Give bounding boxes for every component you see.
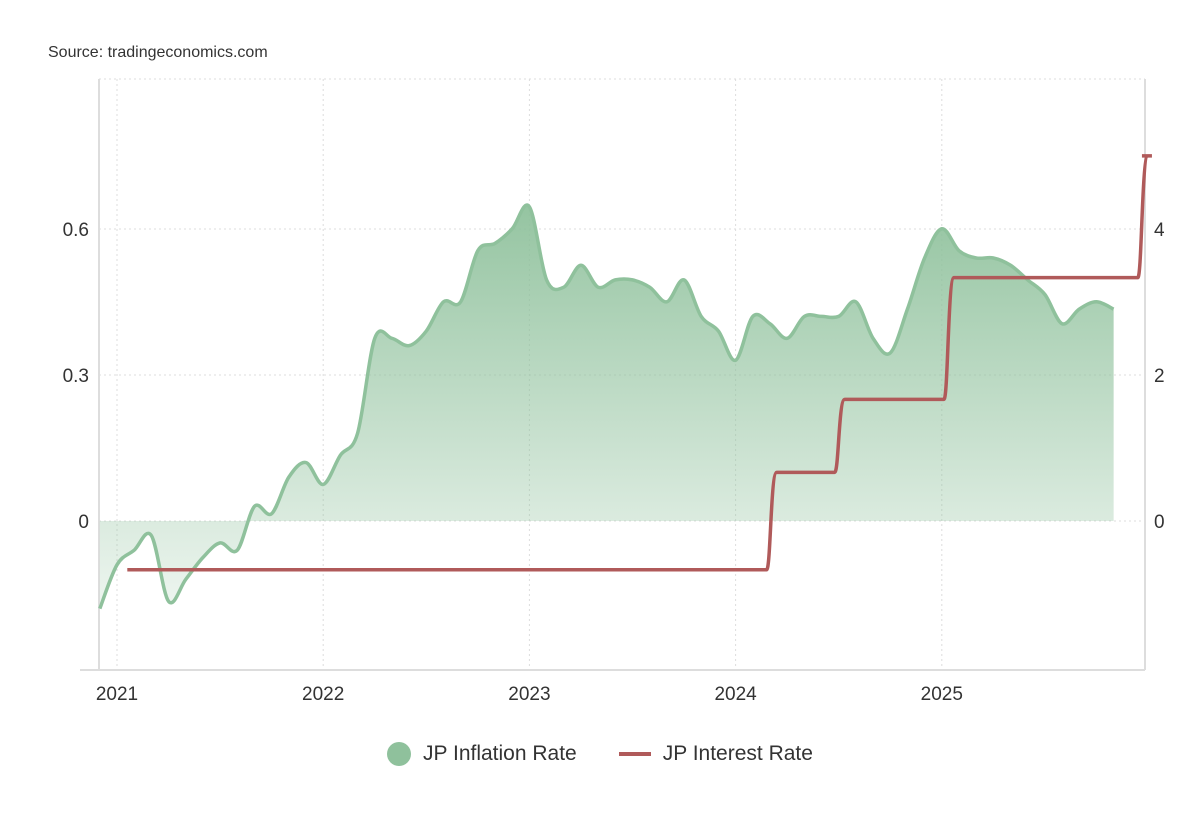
legend-label: JP Interest Rate [662,742,813,765]
x-tick-label: 2022 [302,684,344,705]
legend-item-inflation[interactable]: JP Inflation Rate [387,742,577,766]
right-tick-label: 2 [1154,366,1165,387]
x-tick-label: 2021 [96,684,138,705]
legend-label: JP Inflation Rate [423,742,577,765]
left-tick-label: 0.6 [63,220,89,241]
source-label: Source: tradingeconomics.com [48,44,268,61]
interest-swatch-icon [618,752,651,756]
left-tick-label: 0 [78,512,89,533]
left-tick-label: 0.3 [63,366,89,387]
legend-item-interest[interactable]: JP Interest Rate [618,742,813,766]
right-tick-label: 4 [1154,220,1165,241]
interest-line [127,154,1152,572]
right-tick-label: 0 [1154,512,1165,533]
inflation-area [99,205,1114,609]
x-tick-label: 2024 [714,684,757,705]
legend: JP Inflation Rate JP Interest Rate [0,742,1200,766]
inflation-swatch-icon [387,742,412,766]
x-tick-label: 2023 [508,684,550,705]
x-tick-label: 2025 [921,684,963,705]
inflation-line [98,203,1115,610]
